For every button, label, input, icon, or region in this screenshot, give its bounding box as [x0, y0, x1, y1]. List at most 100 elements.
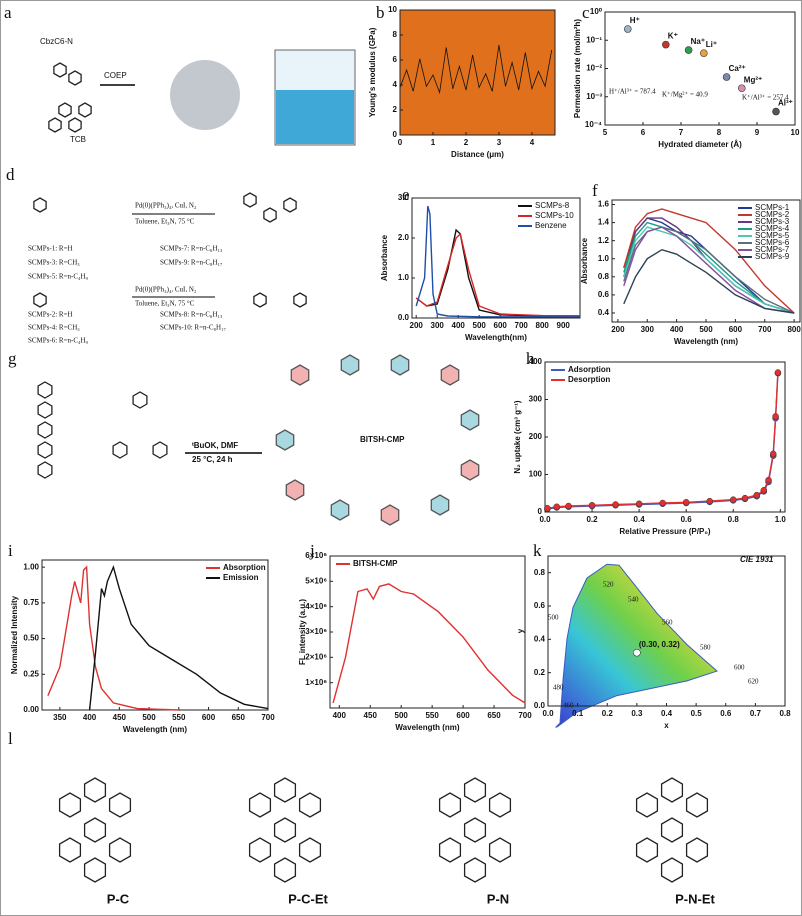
y-tick-label: 0 — [538, 507, 543, 516]
x-tick-label: 0.2 — [602, 709, 614, 718]
x-tick-label: 650 — [487, 711, 501, 720]
wavelength: 520 — [603, 581, 614, 589]
condition: Toluene, Et₃N, 75 °C — [135, 300, 195, 308]
legend-label: BITSH-CMP — [353, 559, 398, 568]
ring — [463, 857, 487, 883]
y-tick-label: 1.0 — [598, 254, 610, 263]
ring — [390, 354, 410, 376]
annotation: K⁺/Al³⁺ = 257.4 — [742, 94, 789, 102]
ring — [438, 792, 462, 818]
ring — [152, 441, 168, 459]
chart-title: CIE 1931 — [740, 555, 774, 564]
x-tick-label: 600 — [456, 711, 470, 720]
x-tick-label: 0.3 — [631, 709, 643, 718]
ring — [660, 817, 684, 843]
x-tick-label: 300 — [641, 325, 655, 334]
series-line — [399, 44, 553, 95]
point-label: Mg²⁺ — [744, 75, 762, 84]
panel-label: a — [4, 3, 12, 22]
y-tick-label: 5×10⁶ — [305, 576, 327, 585]
panel-label: d — [6, 165, 15, 184]
y-tick-label: 0.4 — [534, 634, 546, 643]
x-tick-label: 600 — [729, 325, 743, 334]
y-axis-label: FL intensity (a.u.) — [298, 599, 307, 665]
plot-frame — [329, 555, 526, 709]
electrolyte — [276, 90, 354, 144]
ring — [430, 494, 450, 516]
y-tick-label: 2 — [393, 105, 398, 114]
x-tick-label: 0.0 — [542, 709, 554, 718]
ring — [660, 777, 684, 803]
annotation: H⁺/Al³⁺ = 787.4 — [609, 88, 656, 96]
series-line — [547, 373, 779, 510]
marker — [565, 502, 572, 510]
panel-label: f — [592, 181, 598, 200]
annotation: K⁺/Mg²⁺ = 40.9 — [662, 91, 708, 99]
point — [661, 40, 670, 49]
y-tick-label: 6 — [393, 55, 398, 64]
ring — [58, 102, 72, 118]
ring — [440, 364, 460, 386]
x-tick-label: 0.4 — [661, 709, 673, 718]
legend-label: SCMPs-2 — [755, 210, 790, 219]
plot-frame — [399, 9, 556, 136]
x-axis-label: Distance (μm) — [451, 150, 504, 159]
marker — [769, 450, 777, 458]
x-tick-label: 8 — [717, 128, 722, 137]
x-tick-label: 0 — [398, 138, 403, 147]
y-tick-label: 0.00 — [23, 705, 39, 714]
series-line — [623, 226, 795, 314]
x-axis-label: Hydrated diameter (Å) — [658, 140, 742, 149]
point — [633, 648, 641, 657]
y-tick-label: 1.6 — [598, 200, 610, 209]
molecule-label: CbzC6-N — [40, 37, 73, 46]
y-tick-label: 1.2 — [598, 236, 610, 245]
plot-frame — [411, 197, 581, 319]
legend-label: Desorption — [568, 375, 610, 384]
substituent: SCMPs-4: R=CH₃ — [28, 324, 80, 332]
marker — [659, 499, 666, 507]
y-tick-label: 3×10⁶ — [305, 627, 327, 636]
ring — [293, 292, 307, 308]
panel-label: e — [402, 185, 410, 204]
y-tick-label: 0.0 — [398, 313, 410, 322]
legend-label: Absorption — [223, 563, 266, 572]
x-tick-label: 400 — [333, 711, 347, 720]
marker — [741, 494, 749, 502]
condition: Pd(0)(PPh₃)₄, CuI, N₂ — [135, 286, 197, 294]
ring — [488, 837, 512, 863]
x-tick-label: 700 — [518, 711, 532, 720]
series-line — [47, 565, 179, 711]
legend-label: SCMPs-4 — [755, 224, 790, 233]
y-tick-label: 10⁻² — [586, 64, 602, 73]
y-tick-label: 10⁰ — [590, 7, 603, 16]
marker — [772, 413, 779, 420]
x-tick-label: 0.4 — [634, 515, 646, 524]
product-label: BITSH-CMP — [360, 435, 405, 444]
series-line — [547, 372, 779, 509]
x-tick-label: 900 — [557, 321, 571, 330]
condition: ᵗBuOK, DMF — [192, 441, 238, 450]
y-axis-label: Absorbance — [380, 234, 389, 281]
y-tick-label: 0.2 — [534, 668, 546, 677]
x-axis-label: Wavelength (nm) — [123, 725, 187, 734]
x-axis-label: Wavelength (nm) — [674, 337, 738, 346]
ring — [37, 381, 53, 399]
ring — [460, 409, 480, 431]
y-tick-label: 200 — [529, 432, 543, 441]
marker — [588, 502, 596, 509]
condition: Toluene, Et₃N, 75 °C — [135, 218, 195, 226]
point — [722, 73, 731, 81]
ring — [273, 777, 297, 803]
y-tick-label: 1.4 — [598, 218, 610, 227]
marker — [729, 496, 737, 503]
marker — [753, 491, 761, 499]
y-tick-label: 0.4 — [598, 308, 610, 317]
molecule-label: TCB — [70, 135, 86, 144]
wavelength: 580 — [700, 644, 711, 652]
ring — [463, 817, 487, 843]
x-tick-label: 550 — [172, 713, 186, 722]
ring — [460, 459, 480, 481]
point-label: H⁺ — [630, 16, 640, 25]
legend-label: Benzene — [535, 221, 567, 230]
